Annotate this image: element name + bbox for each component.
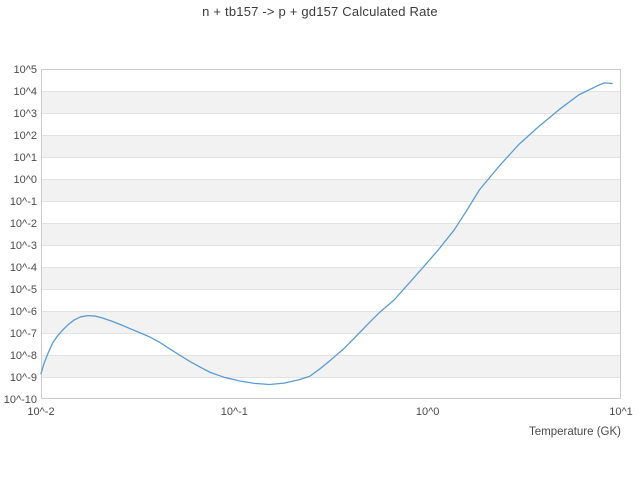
- y-tick-label: 10^2: [13, 130, 37, 142]
- y-tick-label: 10^-4: [10, 262, 37, 274]
- grid-band: [41, 355, 621, 377]
- y-tick-label: 10^-6: [10, 306, 37, 318]
- y-tick-label: 10^-7: [10, 328, 37, 340]
- grid-band: [41, 311, 621, 333]
- chart-title: n + tb157 -> p + gd157 Calculated Rate: [202, 4, 438, 19]
- y-tick-label: 10^-8: [10, 350, 37, 362]
- grid-band: [41, 223, 621, 245]
- y-tick-label: 10^0: [13, 174, 37, 186]
- x-axis-label: Temperature (GK): [528, 426, 621, 438]
- y-tick-label: 10^-9: [10, 372, 37, 384]
- y-tick-label: 10^4: [13, 86, 37, 98]
- plot-frame: [41, 69, 621, 399]
- grid-band: [41, 135, 621, 157]
- x-tick-label: 10^-1: [221, 406, 248, 418]
- x-tick-label: 10^-2: [27, 406, 54, 418]
- x-tick-label: 10^0: [416, 406, 440, 418]
- grid-band: [41, 179, 621, 201]
- y-tick-label: 10^-5: [10, 284, 37, 296]
- y-tick-label: 10^-1: [10, 196, 37, 208]
- x-tick-label: 10^1: [609, 406, 633, 418]
- y-tick-label: 10^3: [13, 108, 37, 120]
- y-tick-label: 10^-3: [10, 240, 37, 252]
- y-tick-label: 10^-2: [10, 218, 37, 230]
- rate-curve: [40, 82, 613, 386]
- y-tick-label: 10^5: [13, 64, 37, 76]
- y-tick-label: 10^1: [13, 152, 37, 164]
- grid-band: [41, 267, 621, 289]
- grid-band: [41, 91, 621, 113]
- y-tick-label: 10^-10: [4, 394, 37, 406]
